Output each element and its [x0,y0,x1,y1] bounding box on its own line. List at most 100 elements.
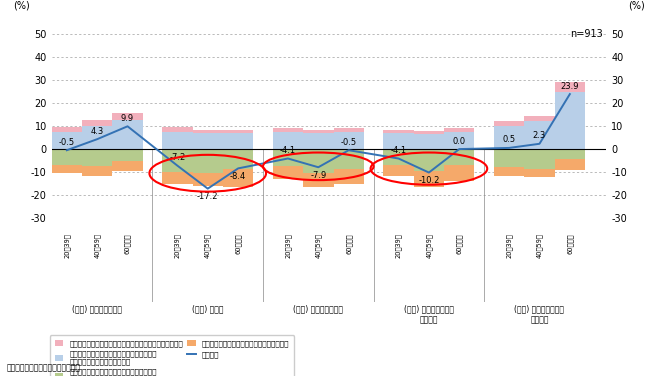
Text: (経済) 支出額（継続的
な経費）: (経済) 支出額（継続的 な経費） [404,305,454,324]
Text: 40～59歳: 40～59歳 [536,233,543,258]
Bar [193,173,223,186]
Text: n=913: n=913 [571,29,603,39]
Text: -17.2: -17.2 [197,192,219,201]
Bar [383,165,413,176]
Text: 40～59歳: 40～59歳 [204,233,211,258]
Text: 60歳以上: 60歳以上 [456,233,462,254]
Text: -10.2: -10.2 [418,176,440,185]
Text: 20～39歳: 20～39歳 [63,233,70,258]
Bar [112,114,143,120]
Text: 資料）国土交通省「国民意識調査」: 資料）国土交通省「国民意識調査」 [6,363,81,372]
Bar [193,133,223,149]
Bar [52,149,82,165]
Bar [555,82,585,92]
Bar [444,165,475,181]
Text: 4.3: 4.3 [90,127,104,136]
Bar [273,166,303,179]
Bar [494,126,524,149]
Bar [413,134,444,149]
Bar [273,149,303,166]
Bar [444,149,475,165]
Bar [273,128,303,132]
Bar [82,126,112,149]
Bar [494,121,524,126]
Bar [52,132,82,149]
Text: -4.1: -4.1 [390,146,406,155]
Bar [555,92,585,149]
Text: -4.1: -4.1 [280,146,296,155]
Text: 20～39歳: 20～39歳 [506,233,512,258]
Bar [524,121,555,149]
Bar [333,149,364,168]
Text: 9.9: 9.9 [121,114,134,123]
Bar [444,132,475,149]
Bar [383,129,413,133]
Text: -0.5: -0.5 [59,138,75,147]
Bar [333,132,364,149]
Bar [303,133,333,149]
Bar [303,173,333,187]
Bar [555,159,585,170]
Bar [112,161,143,171]
Bar [303,149,333,173]
Bar [223,168,253,187]
Text: -0.5: -0.5 [341,138,357,147]
Bar [162,132,193,149]
Text: 40～59歳: 40～59歳 [315,233,322,258]
Bar [193,149,223,173]
Text: (経済) 全体としての暮
らし向き: (経済) 全体としての暮 らし向き [515,305,564,324]
Text: 40～59歳: 40～59歳 [426,233,432,258]
Text: (%): (%) [628,1,645,11]
Legend: 思っていた以上に良かった良い方向に感じるようになった, どちらかと言うと良かったどちらかと言うと
良い方向に感じるようになった, どちらかと言うと悪かったどちら: 思っていた以上に良かった良い方向に感じるようになった, どちらかと言うと良かった… [50,335,294,376]
Bar [413,171,444,187]
Text: (経済) 支出額（初期）: (経済) 支出額（初期） [293,305,343,314]
Text: 40～59歳: 40～59歳 [94,233,101,258]
Bar [193,129,223,133]
Bar [82,120,112,126]
Text: 0.0: 0.0 [453,136,466,146]
Bar [555,149,585,159]
Bar [223,133,253,149]
Text: (経済) 収入額: (経済) 収入額 [192,305,223,314]
Bar [112,120,143,149]
Bar [494,149,524,167]
Bar [162,149,193,172]
Text: 2.3: 2.3 [533,131,546,140]
Text: 60歳以上: 60歳以上 [235,233,241,254]
Text: 20～39歳: 20～39歳 [174,233,181,258]
Text: 60歳以上: 60歳以上 [345,233,352,254]
Bar [494,167,524,176]
Text: (%): (%) [13,1,30,11]
Bar [82,149,112,166]
Text: 0.5: 0.5 [502,135,515,144]
Bar [223,149,253,168]
Bar [162,127,193,132]
Bar [273,132,303,149]
Bar [413,149,444,171]
Text: 23.9: 23.9 [561,82,579,91]
Text: -7.9: -7.9 [310,171,326,180]
Text: (仕事) 仕事のやりがい: (仕事) 仕事のやりがい [72,305,122,314]
Bar [303,129,333,133]
Text: 60歳以上: 60歳以上 [566,233,573,254]
Bar [444,128,475,132]
Text: 20～39歳: 20～39歳 [395,233,402,258]
Text: 20～39歳: 20～39歳 [284,233,292,258]
Bar [524,168,555,177]
Bar [524,116,555,121]
Bar [223,129,253,133]
Bar [162,172,193,183]
Bar [524,149,555,168]
Bar [82,166,112,176]
Bar [383,133,413,149]
Text: -7.2: -7.2 [169,153,186,162]
Bar [52,165,82,173]
Text: 60歳以上: 60歳以上 [124,233,131,254]
Bar [112,149,143,161]
Bar [333,168,364,183]
Text: -8.4: -8.4 [230,172,246,181]
Bar [52,127,82,132]
Bar [333,128,364,132]
Bar [383,149,413,165]
Bar [413,131,444,134]
